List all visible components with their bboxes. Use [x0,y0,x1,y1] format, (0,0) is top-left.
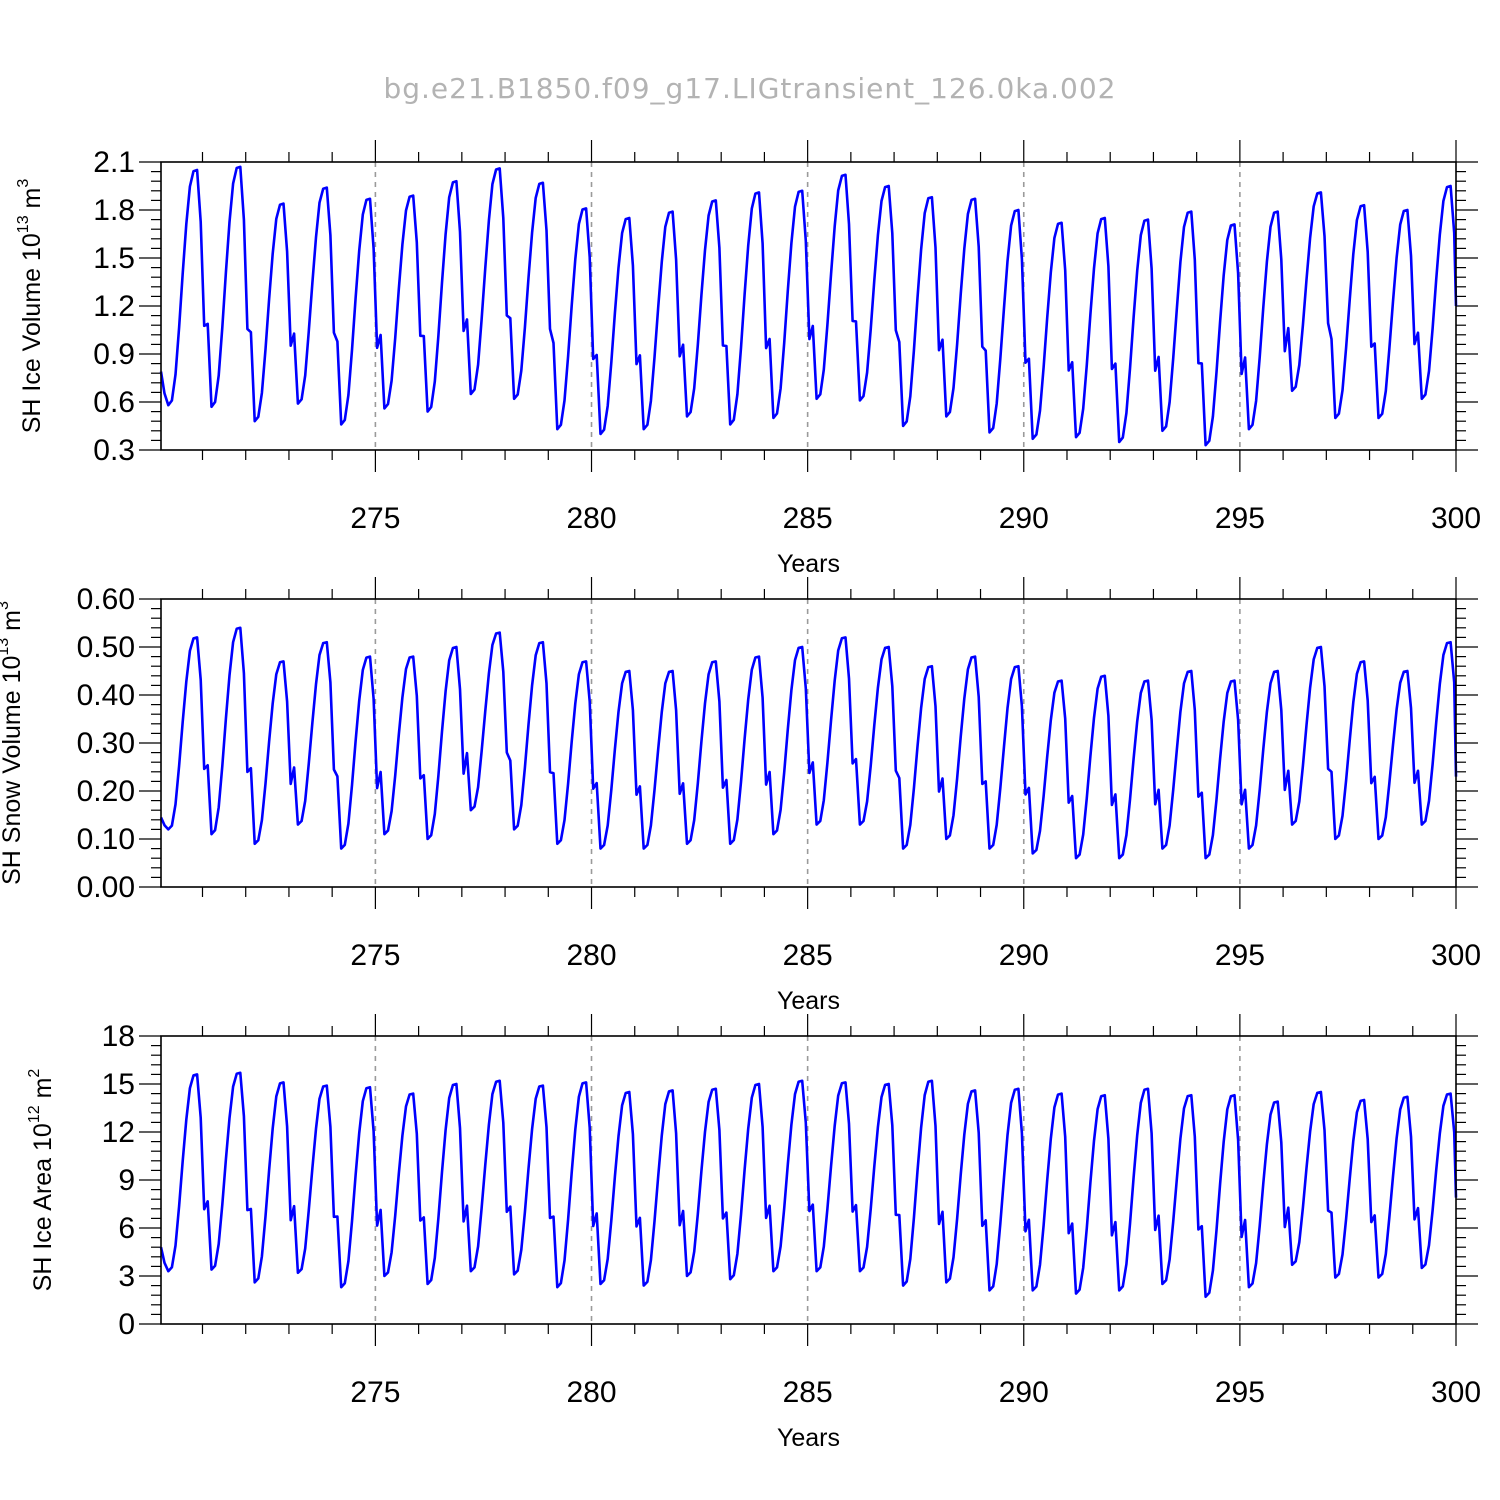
series-line [159,1071,1458,1299]
y-tick-label: 0.10 [77,823,135,856]
x-tick-label: 290 [999,1376,1049,1409]
y-tick-label: 18 [102,1020,135,1053]
y-tick-label: 0.60 [77,583,135,616]
x-tick-label: 285 [783,1376,833,1409]
y-tick-label: 0.6 [93,386,135,419]
x-tick-label: 300 [1431,939,1481,972]
y-tick-label: 0.50 [77,631,135,664]
y-tick-label: 1.2 [93,290,135,323]
x-tick-label: 280 [566,939,616,972]
panel-snow-volume: 275 280 285 290 295 300 0.00 0.10 0.20 0.30 0.40 0.… [0,577,1481,1015]
y-tick-label: 12 [102,1116,135,1149]
y-tick-label: 0.9 [93,338,135,371]
x-tick-label: 300 [1431,502,1481,535]
plot-frame [160,161,1457,451]
y-tick-label: 0.00 [77,871,135,904]
x-tick-label: 285 [783,502,833,535]
y-tick-label: 0.3 [93,434,135,467]
y-axis-label: SH Ice Area 1012 m2 [26,1069,57,1292]
y-tick-label: 0.20 [77,775,135,808]
x-axis-label: Years [777,987,840,1015]
x-axis-label: Years [777,1424,840,1452]
y-tick-label: 3 [118,1260,135,1293]
y-axis-label: SH Snow Volume 1013 m3 [0,601,26,885]
x-tick-label: 280 [566,1376,616,1409]
plot-frame [160,1035,1457,1325]
x-tick-label: 275 [350,1376,400,1409]
y-tick-label: 1.5 [93,242,135,275]
panel-ice-area: 275 280 285 290 295 300 0 3 6 9 12 15 18 Years SH Ice … [26,1014,1481,1452]
y-tick-label: 2.1 [93,146,135,179]
x-tick-label: 275 [350,939,400,972]
y-tick-label: 0.30 [77,727,135,760]
y-tick-label: 15 [102,1068,135,1101]
x-tick-label: 285 [783,939,833,972]
x-tick-label: 300 [1431,1376,1481,1409]
y-tick-label: 0 [118,1308,135,1341]
x-tick-label: 275 [350,502,400,535]
x-tick-label: 295 [1215,1376,1265,1409]
plot-frame [160,598,1457,888]
x-tick-label: 295 [1215,939,1265,972]
x-tick-label: 280 [566,502,616,535]
x-tick-label: 290 [999,939,1049,972]
x-tick-label: 295 [1215,502,1265,535]
x-axis-label: Years [777,550,840,578]
series-line [159,626,1458,860]
chart-title: bg.e21.B1850.f09_g17.LIGtransient_126.0k… [383,72,1116,105]
y-tick-label: 9 [118,1164,135,1197]
x-tick-label: 290 [999,502,1049,535]
y-tick-label: 1.8 [93,194,135,227]
y-tick-label: 0.40 [77,679,135,712]
panel-ice-volume: 275 280 285 290 295 300 0.3 0.6 0.9 1.2 1.5 1.8 2.1 Y… [15,140,1481,578]
y-axis-label: SH Ice Volume 1013 m3 [15,179,46,434]
series-line [159,165,1458,447]
y-tick-label: 6 [118,1212,135,1245]
